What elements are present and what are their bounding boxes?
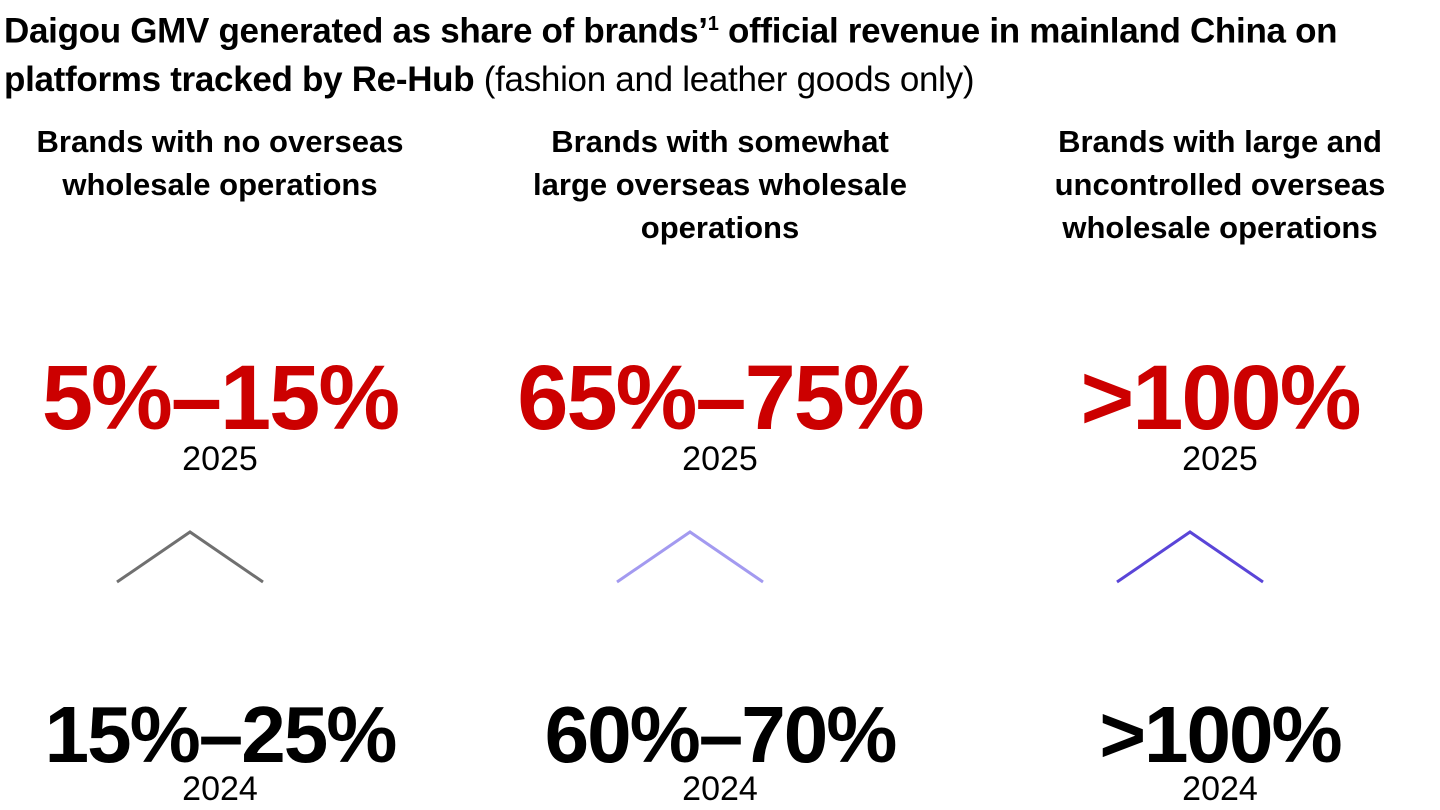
year-2024-label: 2024 xyxy=(1182,770,1258,808)
title-bold: Daigou GMV generated as share of brands’ xyxy=(4,11,708,51)
footnote-marker: 1 xyxy=(707,13,719,35)
value-2024: 60%–70% xyxy=(544,690,898,779)
column-1: Brands with no overseas wholesale operat… xyxy=(0,0,470,810)
trend-up-chevron-icon xyxy=(1116,530,1264,584)
value-2025: 65%–75% xyxy=(517,347,924,449)
value-2025: 5%–15% xyxy=(41,347,400,449)
value-2025: >100% xyxy=(1080,347,1361,449)
column-2: Brands with somewhat large overseas whol… xyxy=(470,0,970,810)
column-header: Brands with no overseas wholesale operat… xyxy=(36,124,404,202)
year-2024-label: 2024 xyxy=(182,770,258,808)
title-bold-2: official revenue in mainland China on pl… xyxy=(4,11,1338,99)
column-header: Brands with somewhat large overseas whol… xyxy=(533,124,907,245)
title-subtitle: (fashion and leather goods only) xyxy=(474,59,975,99)
year-2025-label: 2025 xyxy=(682,440,758,478)
year-2025-label: 2025 xyxy=(1182,440,1258,478)
trend-up-chevron-icon xyxy=(116,530,264,584)
trend-up-chevron-icon xyxy=(616,530,764,584)
column-3: Brands with large and uncontrolled overs… xyxy=(970,0,1440,810)
value-2024: >100% xyxy=(1099,690,1342,779)
year-2025-label: 2025 xyxy=(182,440,258,478)
value-2024: 15%–25% xyxy=(44,690,398,779)
year-2024-label: 2024 xyxy=(682,770,758,808)
chart-title: Daigou GMV generated as share of brands’… xyxy=(4,0,1440,104)
column-header: Brands with large and uncontrolled overs… xyxy=(1054,124,1386,245)
